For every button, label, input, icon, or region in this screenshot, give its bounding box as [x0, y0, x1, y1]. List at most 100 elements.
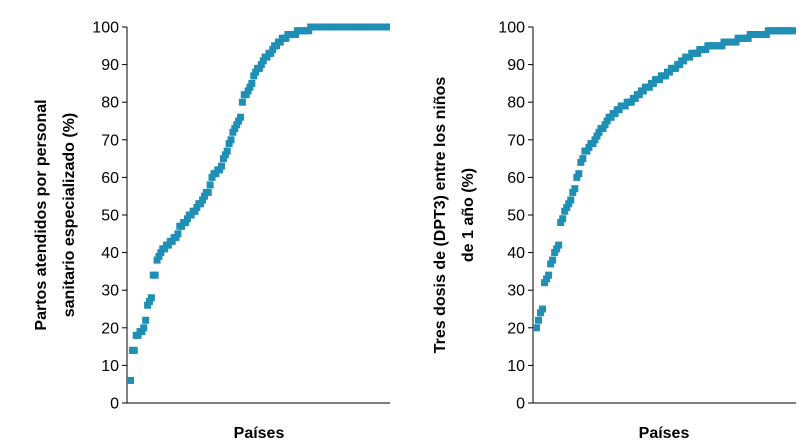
right-data-point	[541, 279, 549, 287]
right-data-point	[631, 94, 639, 102]
left-data-point	[212, 170, 220, 178]
left-y-axis-title-line: sanitario especializado (%)	[61, 113, 78, 318]
left-data-point	[267, 49, 275, 57]
left-data-point	[242, 91, 250, 99]
left-data-point	[144, 301, 152, 309]
right-data-point	[645, 83, 653, 91]
right-data-point	[680, 57, 688, 65]
right-data-point	[686, 53, 694, 61]
left-data-point	[164, 241, 172, 249]
left-y-tick-label: 60	[101, 170, 119, 187]
left-data-point	[216, 166, 224, 174]
left-data-point	[383, 23, 390, 31]
right-data-point	[789, 27, 796, 35]
left-data-point	[130, 346, 138, 354]
left-data-point	[155, 252, 163, 260]
left-data-point	[244, 87, 252, 95]
right-data-point	[557, 219, 565, 227]
left-data-point	[235, 117, 243, 125]
right-chart-panel: 0 10 20 30 40 50 60 70 80 90 100 Tres dosis de (DPT…	[432, 20, 796, 442]
left-data-point	[219, 155, 227, 163]
left-data-point	[174, 230, 182, 238]
right-y-tick-label: 90	[507, 57, 525, 74]
right-data-point	[589, 140, 597, 148]
right-data-point	[635, 91, 643, 99]
left-data-point	[206, 181, 214, 189]
right-y-tick-label: 60	[507, 170, 525, 187]
right-data-point	[607, 113, 615, 121]
right-y-tick-label: 40	[507, 245, 525, 262]
left-y-tick-label: 0	[110, 396, 119, 413]
right-data-point	[549, 256, 557, 264]
left-data-point	[178, 222, 186, 230]
right-data-point	[585, 143, 593, 151]
left-data-point	[138, 328, 146, 336]
left-data-point	[291, 31, 299, 39]
right-data-point	[627, 98, 635, 106]
left-y-tick-label: 20	[101, 320, 119, 337]
right-data-point	[535, 316, 543, 324]
right-data-point	[577, 158, 585, 166]
right-data-point	[621, 102, 629, 110]
left-y-tick-label: 10	[101, 358, 119, 375]
left-data-point	[200, 192, 208, 200]
left-data-point	[269, 46, 277, 54]
right-data-point	[547, 260, 555, 268]
right-data-point	[732, 38, 740, 46]
left-data-point	[259, 57, 267, 65]
left-data-point	[199, 196, 207, 204]
right-data-point	[563, 203, 571, 211]
right-data-point	[599, 125, 607, 133]
left-data-point	[263, 53, 271, 61]
right-data-point	[573, 173, 581, 181]
right-y-tick-label: 20	[507, 320, 525, 337]
right-data-point	[567, 196, 575, 204]
right-data-point	[595, 128, 603, 136]
left-data-point	[233, 121, 241, 129]
left-data-point	[127, 376, 134, 384]
left-data-point	[238, 98, 246, 106]
left-x-axis-title: Países	[234, 425, 285, 442]
left-data-point	[273, 42, 281, 50]
right-y-tick-label: 30	[507, 283, 525, 300]
left-data-point	[208, 173, 216, 181]
left-data-point	[276, 38, 284, 46]
left-data-point	[191, 207, 199, 215]
left-data-point	[255, 64, 263, 72]
left-data-point	[134, 331, 142, 339]
right-data-point	[591, 136, 599, 144]
right-data-point	[571, 185, 579, 193]
left-data-point	[161, 245, 169, 253]
right-data-point	[553, 245, 561, 253]
right-data-point	[543, 275, 551, 283]
left-data-point	[221, 151, 229, 159]
left-data-point	[246, 83, 254, 91]
right-data-point	[603, 117, 611, 125]
left-y-tick-label: 30	[101, 283, 119, 300]
left-y-tick-label: 70	[101, 132, 119, 149]
right-data-point	[611, 109, 619, 117]
left-data-point	[236, 113, 244, 121]
left-data-point	[147, 294, 155, 302]
left-data-point	[151, 271, 159, 279]
right-y-tick-label: 0	[516, 396, 525, 413]
left-data-point	[250, 72, 258, 80]
left-data-point	[172, 234, 180, 242]
left-data-point	[248, 79, 256, 87]
left-data-point	[252, 68, 260, 76]
left-y-tick-label: 50	[101, 208, 119, 225]
right-y-tick-label: 80	[507, 95, 525, 112]
left-data-point	[223, 147, 231, 155]
left-data-point	[181, 219, 189, 227]
left-data-point	[157, 249, 165, 257]
left-data-point	[153, 256, 161, 264]
right-data-point	[694, 49, 702, 57]
right-data-point	[762, 31, 770, 39]
right-data-point	[551, 249, 559, 257]
left-data-point	[142, 316, 150, 324]
right-y-axis-title-line: Tres dosis de (DPT3) entre los niños	[432, 77, 449, 354]
left-data-point	[193, 203, 201, 211]
left-data-point	[229, 128, 237, 136]
right-data-point	[676, 61, 684, 69]
